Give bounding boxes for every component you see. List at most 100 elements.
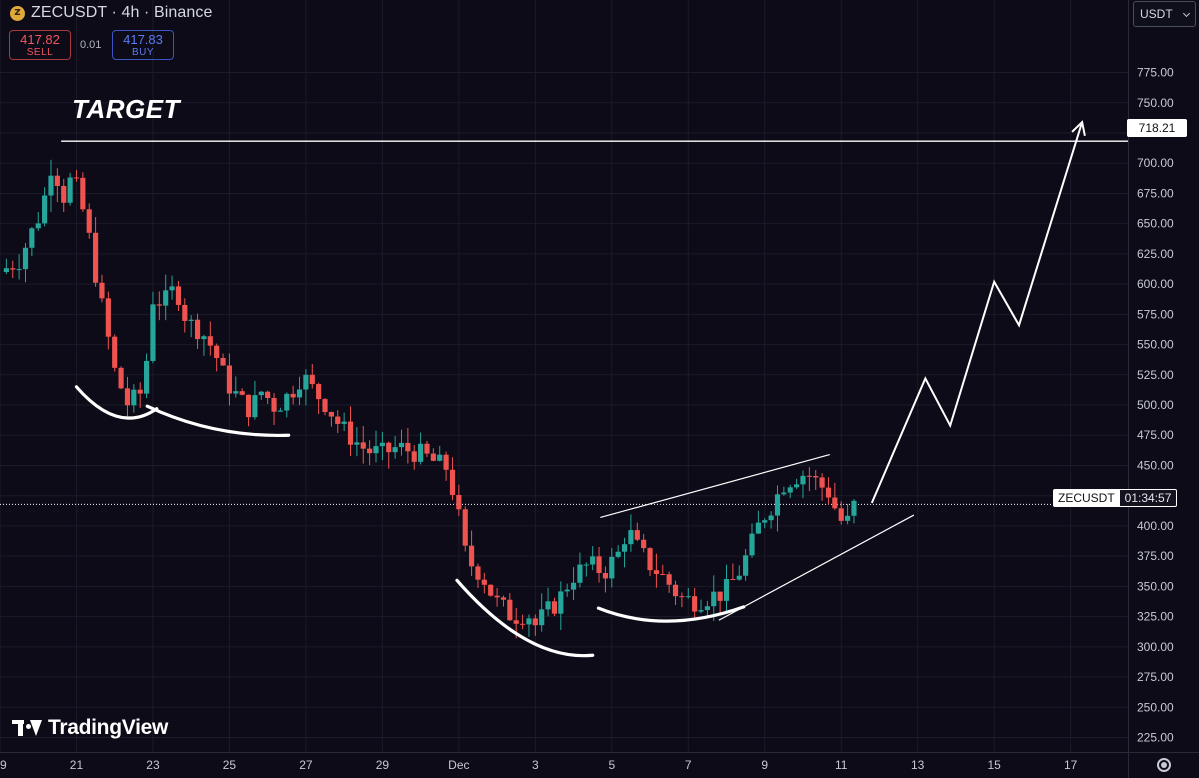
candle-body bbox=[762, 520, 768, 523]
target-annotation: TARGET bbox=[72, 94, 180, 124]
x-tick-label: 9 bbox=[761, 758, 768, 772]
candle-body bbox=[220, 358, 226, 366]
candle-body bbox=[704, 606, 710, 611]
candle-body bbox=[309, 374, 315, 385]
x-tick-label: 21 bbox=[70, 758, 84, 772]
candle-body bbox=[711, 591, 717, 607]
y-tick-label: 325.00 bbox=[1137, 610, 1174, 624]
candle-body bbox=[481, 579, 487, 585]
candle-body bbox=[679, 596, 685, 598]
y-tick-label: 750.00 bbox=[1137, 96, 1174, 110]
candle-body bbox=[405, 442, 411, 452]
candle-body bbox=[207, 336, 213, 346]
y-tick-label: 475.00 bbox=[1137, 428, 1174, 442]
x-tick-label: 15 bbox=[987, 758, 1001, 772]
target-price-tag: 718.21 bbox=[1127, 119, 1187, 137]
candle-body bbox=[749, 533, 755, 556]
candle-body bbox=[838, 508, 844, 521]
candle-body bbox=[156, 304, 162, 306]
candle-body bbox=[596, 556, 602, 574]
candle-body bbox=[437, 454, 443, 461]
candle-body bbox=[335, 416, 341, 424]
candle-body bbox=[424, 443, 430, 454]
candle-body bbox=[558, 591, 564, 614]
currency-select[interactable]: USDT bbox=[1133, 1, 1196, 27]
candle-body bbox=[794, 484, 800, 488]
candle-body bbox=[449, 469, 456, 495]
candle-body bbox=[774, 494, 781, 516]
candle-body bbox=[182, 304, 188, 321]
candle-body bbox=[80, 177, 86, 210]
candle-body bbox=[526, 618, 532, 625]
candle-body bbox=[653, 570, 659, 574]
cup-pattern-arc bbox=[74, 385, 159, 420]
sell-button[interactable]: 417.82 SELL bbox=[9, 30, 71, 60]
chevron-down-icon bbox=[1182, 9, 1191, 18]
symbol-line: ZECUSDT · 4h · Binance bbox=[31, 4, 213, 21]
candle-body bbox=[590, 556, 596, 565]
logo-text: TradingView bbox=[48, 716, 169, 739]
y-tick-label: 450.00 bbox=[1137, 458, 1174, 472]
currency-value: USDT bbox=[1140, 7, 1173, 21]
x-tick-label: Dec bbox=[448, 758, 469, 772]
candle-body bbox=[3, 268, 9, 273]
candle-body bbox=[443, 454, 449, 470]
candle-body bbox=[615, 551, 621, 557]
candle-body bbox=[214, 345, 220, 359]
candle-body bbox=[564, 589, 570, 592]
candle-body bbox=[386, 442, 392, 453]
candle-body bbox=[532, 618, 538, 626]
y-tick-label: 350.00 bbox=[1137, 579, 1174, 593]
candle-body bbox=[609, 556, 615, 579]
y-tick-label: 625.00 bbox=[1137, 247, 1174, 261]
x-tick-label: 17 bbox=[1064, 758, 1078, 772]
candle-body bbox=[723, 579, 730, 601]
candle-body bbox=[169, 286, 175, 291]
settings-icon[interactable] bbox=[1157, 758, 1171, 772]
candle-body bbox=[29, 228, 35, 248]
candle-body bbox=[226, 365, 233, 394]
candle-body bbox=[322, 399, 328, 413]
candle-body bbox=[755, 522, 761, 534]
y-tick-label: 700.00 bbox=[1137, 156, 1174, 170]
candle-body bbox=[379, 442, 385, 447]
candle-body bbox=[86, 209, 92, 233]
candle-body bbox=[800, 475, 806, 485]
bar-countdown: 01:34:57 bbox=[1119, 489, 1178, 507]
candle-body bbox=[373, 446, 379, 454]
y-tick-label: 525.00 bbox=[1137, 368, 1174, 382]
candle-body bbox=[641, 539, 647, 549]
y-tick-label: 375.00 bbox=[1137, 549, 1174, 563]
y-tick-label: 650.00 bbox=[1137, 217, 1174, 231]
cup-pattern-arc bbox=[145, 404, 291, 438]
candle-body bbox=[768, 515, 774, 521]
x-tick-label: 3 bbox=[532, 758, 539, 772]
candle-body bbox=[698, 610, 704, 612]
candle-body bbox=[271, 398, 277, 412]
candle-body bbox=[201, 336, 207, 340]
spread-value: 0.01 bbox=[80, 39, 102, 51]
candle-body bbox=[488, 584, 494, 596]
tradingview-logo: TradingView bbox=[12, 716, 168, 740]
candle-body bbox=[367, 448, 373, 454]
candle-body bbox=[825, 487, 832, 498]
buy-button[interactable]: 417.83 BUY bbox=[112, 30, 174, 60]
candle-body bbox=[10, 268, 16, 270]
candle-body bbox=[398, 442, 405, 448]
candle-body bbox=[647, 548, 653, 571]
candle-body bbox=[303, 374, 309, 390]
candle-body bbox=[500, 597, 507, 600]
x-tick-label: 29 bbox=[376, 758, 390, 772]
candle-body bbox=[519, 623, 526, 625]
x-tick-label: 23 bbox=[146, 758, 160, 772]
x-tick-label: 7 bbox=[685, 758, 692, 772]
buy-label: BUY bbox=[131, 47, 155, 58]
candle-body bbox=[296, 389, 303, 398]
candle-body bbox=[411, 451, 417, 462]
candle-body bbox=[787, 487, 793, 493]
candle-body bbox=[194, 319, 201, 340]
candle-body bbox=[685, 596, 691, 598]
candle-body bbox=[672, 584, 679, 597]
candle-body bbox=[131, 389, 137, 406]
